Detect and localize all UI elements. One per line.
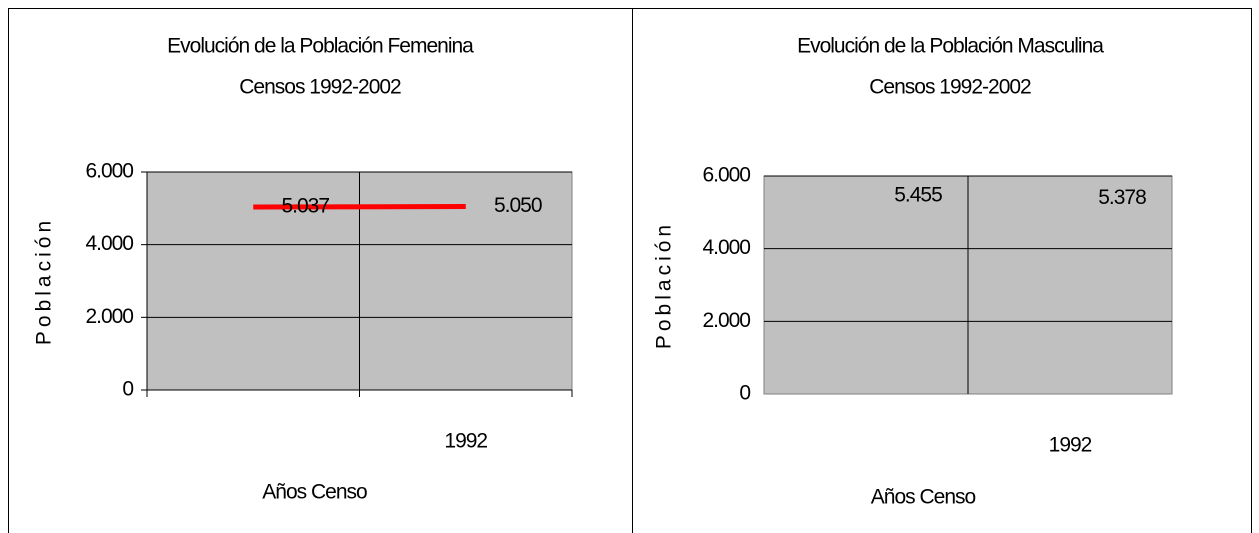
y-tick-label: 0 <box>122 378 133 401</box>
y-tick-label: 4.000 <box>702 236 750 259</box>
chart-subtitle: Censos 1992-2002 <box>869 76 1031 99</box>
y-tick-label: 4.000 <box>85 232 133 255</box>
chart-title: Evolución de la Población Femenina <box>167 35 474 58</box>
chart-subtitle: Censos 1992-2002 <box>239 76 401 99</box>
y-tick-label: 2.000 <box>85 305 133 328</box>
y-axis-title: Población <box>33 217 56 345</box>
data-label: 5.037 <box>281 195 329 218</box>
x-axis-title: Años Censo <box>871 486 976 509</box>
y-tick-label: 6.000 <box>85 160 133 183</box>
x-tick-label: 1992 <box>1049 434 1092 457</box>
chart-title: Evolución de la Población Masculina <box>797 35 1104 58</box>
data-label: 5.378 <box>1098 186 1146 209</box>
data-label: 5.050 <box>494 194 542 217</box>
x-tick-label: 1992 <box>444 430 487 453</box>
y-tick-label: 6.000 <box>702 164 750 187</box>
y-tick-label: 2.000 <box>702 309 750 332</box>
y-axis-title: Población <box>653 221 676 349</box>
data-label: 5.455 <box>894 183 942 206</box>
y-tick-label: 0 <box>739 382 750 405</box>
x-axis-title: Años Censo <box>262 481 367 504</box>
